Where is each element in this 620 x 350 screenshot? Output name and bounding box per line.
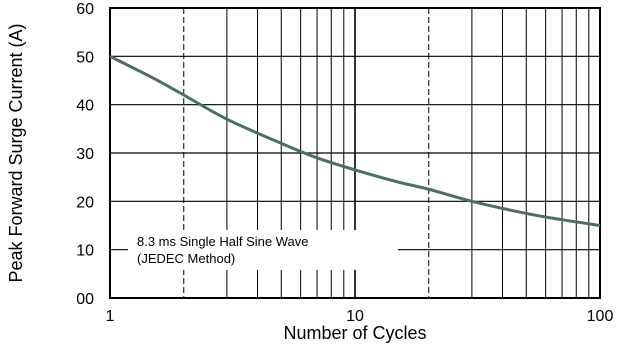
y-tick-label: 50 (76, 49, 94, 66)
y-tick-label: 40 (76, 98, 94, 115)
x-tick-label: 10 (346, 308, 364, 325)
y-tick-label: 60 (76, 1, 94, 18)
tick-labels: 00 10 20 30 40 50 60 1 10 100 (76, 1, 613, 325)
x-tick-label: 1 (106, 308, 115, 325)
y-tick-label: 30 (76, 146, 94, 163)
y-tick-label: 10 (76, 243, 94, 260)
annotation: 8.3 ms Single Half Sine Wave (JEDEC Meth… (128, 230, 398, 270)
x-tick-label: 100 (587, 308, 614, 325)
y-tick-label: 20 (76, 194, 94, 211)
series-line (109, 54, 601, 227)
annotation-line1: 8.3 ms Single Half Sine Wave (137, 234, 308, 249)
annotation-background (128, 230, 398, 270)
plot-frame (109, 7, 601, 299)
y-axis-title: Peak Forward Surge Current (A) (6, 23, 26, 282)
y-tick-label: 00 (76, 291, 94, 308)
x-axis-title: Number of Cycles (283, 323, 426, 343)
annotation-line2: (JEDEC Method) (137, 251, 235, 266)
